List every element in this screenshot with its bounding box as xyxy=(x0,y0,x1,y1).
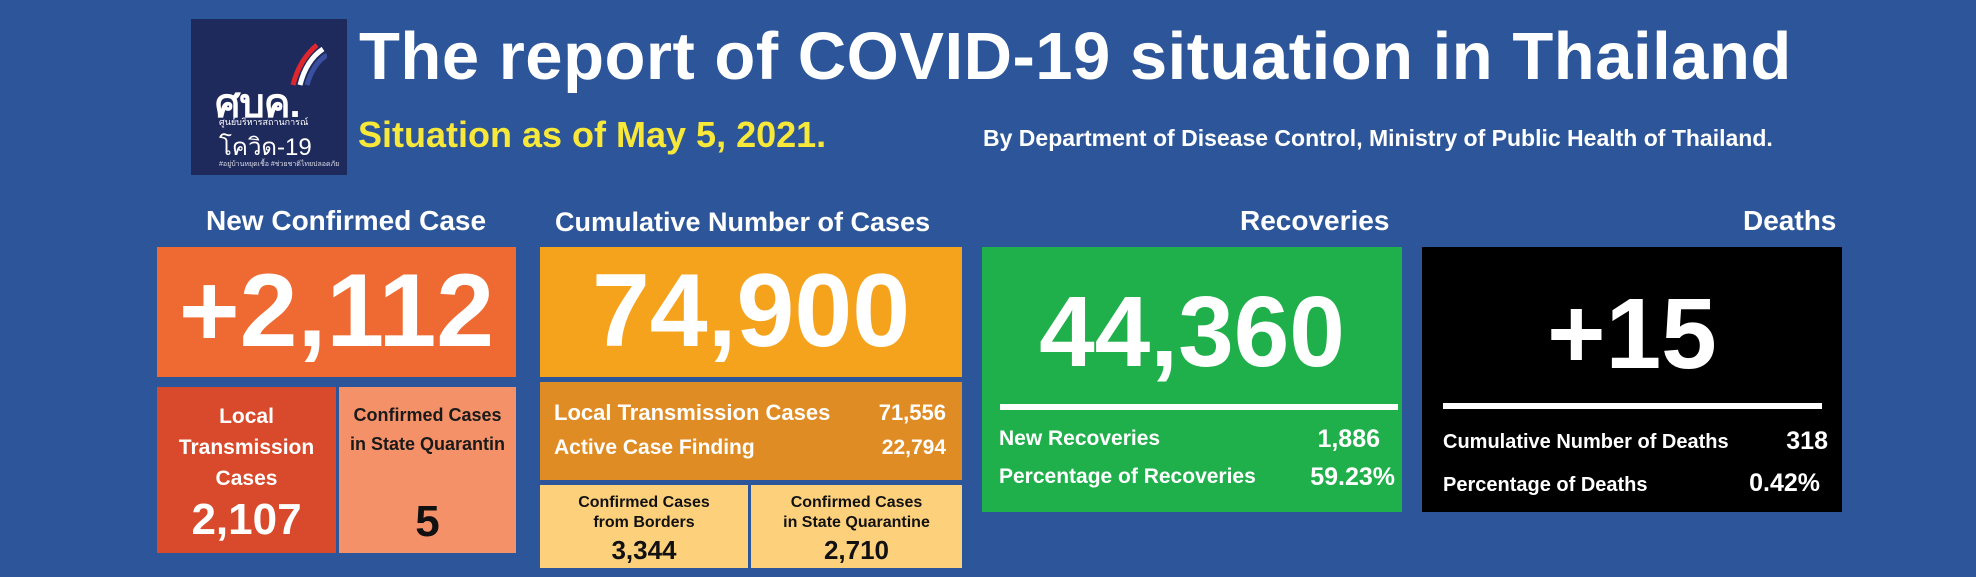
recoveries-heading: Recoveries xyxy=(1240,205,1390,236)
cumulative-active-value: 22,794 xyxy=(881,436,946,459)
borders-value: 3,344 xyxy=(611,535,677,565)
situation-date: Situation as of May 5, 2021. xyxy=(358,114,827,155)
new-local-label-line1: Local xyxy=(219,405,274,428)
cumulative-deaths-label: Cumulative Number of Deaths xyxy=(1443,431,1729,453)
source-credit: By Department of Disease Control, Minist… xyxy=(983,125,1773,151)
thai-flag-ribbon-icon xyxy=(290,43,327,86)
new-local-label-line3: Cases xyxy=(215,467,278,490)
cumulative-heading: Cumulative Number of Cases xyxy=(555,207,931,237)
new-confirmed-panel: +2,112 xyxy=(157,247,516,377)
recoveries-value: 44,360 xyxy=(1039,276,1345,388)
recoveries-percentage-value: 59.23% xyxy=(1310,463,1395,491)
logo-text-center: ศูนย์บริหารสถานการณ์ xyxy=(219,117,309,127)
cum-quarantine-label-line2: in State Quarantine xyxy=(783,514,930,531)
cumulative-detail-panel: Local Transmission Cases 71,556 Active C… xyxy=(540,382,962,480)
new-recoveries-value: 1,886 xyxy=(1317,425,1380,453)
new-quarantine-box: Confirmed Cases in State Quarantin 5 xyxy=(339,387,516,553)
new-local-label-line2: Transmission xyxy=(178,436,315,459)
cumulative-deaths-value: 318 xyxy=(1786,427,1828,455)
cumulative-value: 74,900 xyxy=(591,253,911,369)
new-local-transmission-box: Local Transmission Cases 2,107 xyxy=(157,387,336,553)
page-title: The report of COVID-19 situation in Thai… xyxy=(359,19,1792,94)
new-local-value: 2,107 xyxy=(191,495,302,544)
deaths-percentage-value: 0.42% xyxy=(1749,469,1820,497)
new-quarantine-label-line1: Confirmed Cases xyxy=(353,405,502,425)
cumulative-local-label: Local Transmission Cases xyxy=(554,400,831,425)
new-confirmed-heading: New Confirmed Case xyxy=(206,205,487,236)
cumulative-active-label: Active Case Finding xyxy=(554,436,755,459)
borders-label-line2: from Borders xyxy=(593,514,695,531)
deaths-heading: Deaths xyxy=(1743,205,1837,236)
cumulative-quarantine-box: Confirmed Cases in State Quarantine 2,71… xyxy=(751,485,962,568)
new-quarantine-label-line2: in State Quarantin xyxy=(349,434,506,454)
deaths-percentage-label: Percentage of Deaths xyxy=(1443,474,1648,496)
logo-text-hashtags: #อยู่บ้านหยุดเชื้อ #ช่วยชาติไทยปลอดภัย xyxy=(219,161,340,168)
recoveries-divider xyxy=(1000,404,1398,410)
cumulative-panel: 74,900 xyxy=(540,247,962,377)
new-quarantine-value: 5 xyxy=(415,497,440,546)
new-confirmed-value: +2,112 xyxy=(178,253,495,369)
cum-quarantine-value: 2,710 xyxy=(823,535,890,565)
borders-label-line1: Confirmed Cases xyxy=(578,494,710,511)
cumulative-local-value: 71,556 xyxy=(878,400,946,425)
deaths-value: +15 xyxy=(1547,278,1717,390)
recoveries-percentage-label: Percentage of Recoveries xyxy=(999,465,1256,488)
deaths-panel: +15 Cumulative Number of Deaths 318 Perc… xyxy=(1422,247,1842,512)
sbc-logo: ศบค. ศูนย์บริหารสถานการณ์ โควิด-19 #อยู่… xyxy=(191,19,347,175)
cum-quarantine-label-line1: Confirmed Cases xyxy=(790,494,923,511)
recoveries-panel: 44,360 New Recoveries 1,886 Percentage o… xyxy=(982,247,1402,512)
new-recoveries-label: New Recoveries xyxy=(999,427,1161,450)
logo-text-covid: โควิด-19 xyxy=(219,134,312,161)
cumulative-borders-box: Confirmed Cases from Borders 3,344 xyxy=(540,485,748,568)
logo-text-abbrev: ศบค. xyxy=(215,82,301,126)
deaths-divider xyxy=(1443,403,1822,409)
